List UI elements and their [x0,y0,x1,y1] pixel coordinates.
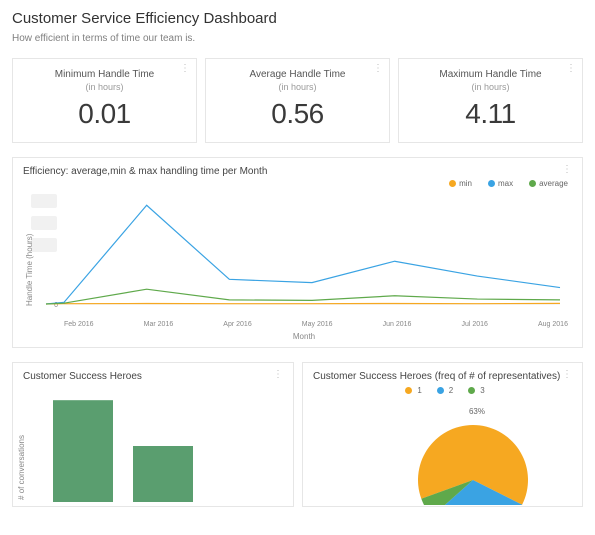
ellipsis-icon[interactable]: ⋮ [273,369,283,380]
pie-chart [313,395,583,505]
ellipsis-icon[interactable]: ⋮ [566,63,576,74]
page-subtitle: How efficient in terms of time our team … [12,33,583,44]
kpi-value: 0.01 [21,98,188,130]
kpi-card-max: ⋮ Maximum Handle Time (in hours) 4.11 [398,58,583,143]
panel-title: Customer Success Heroes [23,371,283,382]
kpi-unit: (in hours) [214,82,381,92]
ellipsis-icon[interactable]: ⋮ [180,63,190,74]
ellipsis-icon[interactable]: ⋮ [562,164,572,175]
kpi-row: ⋮ Minimum Handle Time (in hours) 0.01 ⋮ … [12,58,583,143]
y-axis-label: Handle Time (hours) [23,198,36,341]
kpi-value: 0.56 [214,98,381,130]
ellipsis-icon[interactable]: ⋮ [562,369,572,380]
bar-chart [23,382,283,502]
pie-slice-label: 63% [469,407,485,416]
page-title: Customer Service Efficiency Dashboard [12,10,583,27]
kpi-label: Minimum Handle Time [21,69,188,80]
line-chart-panel: Efficiency: average,min & max handling t… [12,157,583,348]
x-axis-labels: Feb 2016Mar 2016Apr 2016May 2016Jun 2016… [36,318,572,328]
kpi-card-avg: ⋮ Average Handle Time (in hours) 0.56 [205,58,390,143]
legend: minmaxaverage [23,177,572,192]
panel-title: Efficiency: average,min & max handling t… [23,166,572,177]
line-chart: 0 [36,198,566,318]
kpi-unit: (in hours) [21,82,188,92]
x-axis-caption: Month [36,332,572,341]
kpi-label: Maximum Handle Time [407,69,574,80]
kpi-unit: (in hours) [407,82,574,92]
kpi-label: Average Handle Time [214,69,381,80]
pie-chart-panel: Customer Success Heroes (freq of # of re… [302,362,583,507]
kpi-value: 4.11 [407,98,574,130]
y-axis-label: # of conversations [17,435,26,500]
panel-title: Customer Success Heroes (freq of # of re… [313,371,572,382]
kpi-card-min: ⋮ Minimum Handle Time (in hours) 0.01 [12,58,197,143]
ellipsis-icon[interactable]: ⋮ [373,63,383,74]
legend: 123 [313,386,572,395]
bar-chart-panel: Customer Success Heroes ⋮ # of conversat… [12,362,294,507]
